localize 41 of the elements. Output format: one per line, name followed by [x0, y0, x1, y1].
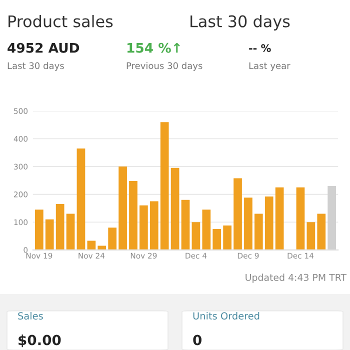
bar [296, 187, 305, 250]
bar [45, 219, 54, 250]
bar [170, 168, 180, 250]
text: Last 30 days [8, 62, 64, 71]
bar [244, 198, 252, 250]
bar [328, 186, 336, 250]
bar [76, 148, 86, 250]
bar [212, 229, 222, 250]
bar [264, 196, 274, 250]
text: 154 %↑ [127, 42, 180, 53]
bar [56, 204, 64, 250]
text: Last 30 days [190, 15, 290, 30]
bar [192, 222, 200, 250]
text: 0 [193, 334, 202, 346]
bar [275, 187, 284, 250]
bar [254, 214, 263, 250]
text: Units Ordered [193, 312, 260, 320]
bar [129, 180, 138, 250]
text: Previous 30 days [126, 62, 202, 71]
bar [87, 240, 96, 250]
bar [150, 201, 158, 250]
bar [234, 178, 242, 250]
text: -- % [249, 44, 271, 52]
text: $0.00 [18, 334, 61, 348]
bar [118, 166, 127, 250]
chart-title: Product sales [8, 15, 113, 28]
bar [108, 228, 117, 250]
text: Last year [249, 62, 290, 71]
text: Sales [18, 312, 43, 320]
bar [34, 210, 44, 250]
bar [66, 214, 75, 250]
bar [317, 214, 326, 250]
bar [160, 122, 169, 250]
bar [140, 205, 148, 250]
bar [223, 225, 232, 250]
text: 4952 AUD [8, 42, 80, 53]
text: Updated 4:43 PM TRT [246, 274, 347, 283]
bar [202, 210, 211, 250]
bar [98, 246, 106, 250]
bar [181, 200, 190, 250]
bar [306, 222, 316, 250]
